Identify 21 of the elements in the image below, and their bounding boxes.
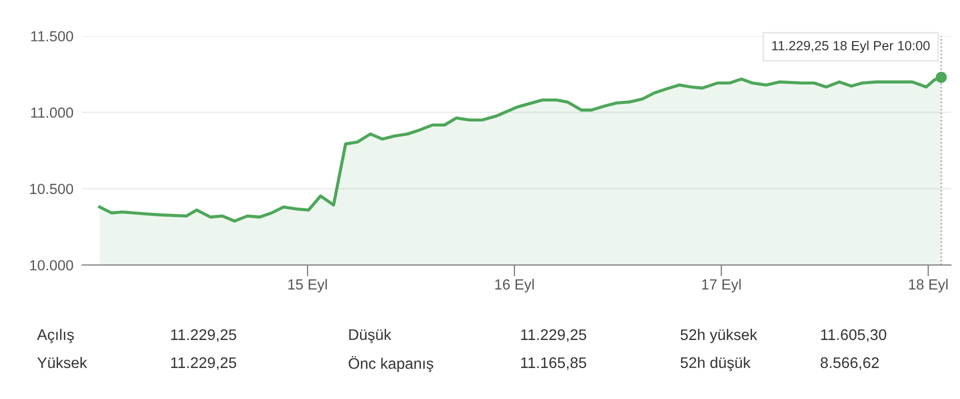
text: Yüksek bbox=[37, 356, 88, 368]
annotation: 11.229,25 18 Eyl Per 10:00 bbox=[772, 40, 930, 53]
text: 11.229,25 bbox=[171, 329, 236, 342]
text: 52h yüksek bbox=[680, 328, 758, 344]
y-tick-label: 10.000 bbox=[30, 260, 74, 270]
text: Açılış bbox=[37, 328, 74, 344]
text: 11.229,25 bbox=[171, 357, 236, 370]
text: 8.566,62 bbox=[820, 357, 879, 370]
x-tick-label: 18 Eyl bbox=[909, 278, 948, 292]
text: Düşük bbox=[349, 328, 392, 344]
x-tick-label: 17 Eyl bbox=[702, 278, 741, 292]
y-tick-label: 10.500 bbox=[30, 184, 74, 194]
y-tick-label: 11.000 bbox=[31, 107, 74, 118]
x-tick-label: 15 Eyl bbox=[288, 278, 327, 292]
text: 11.165,85 bbox=[521, 357, 586, 370]
x-tick-label: 16 Eyl bbox=[495, 278, 534, 292]
text: 52h düşük bbox=[680, 356, 751, 372]
y-tick-label: 11.500 bbox=[31, 31, 74, 42]
text: Önc kapanış bbox=[348, 356, 434, 372]
text: 11.229,25 bbox=[521, 329, 586, 342]
text: 11.605,30 bbox=[821, 329, 886, 342]
